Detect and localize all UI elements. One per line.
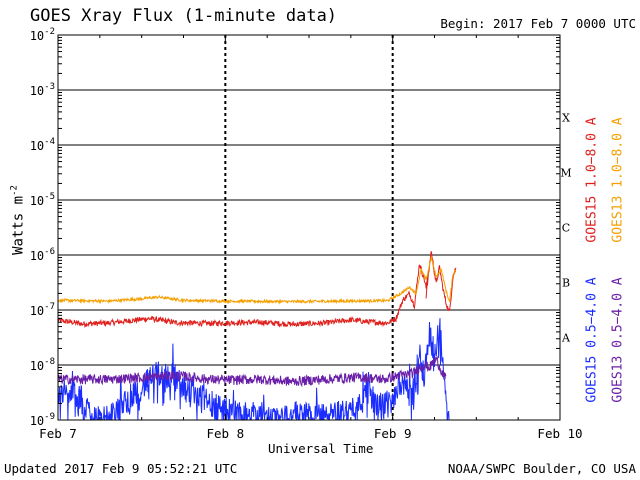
y-tick-label: 10-8 — [30, 357, 55, 373]
y-tick-label: 10-7 — [30, 302, 55, 318]
y-tick-label: 10-2 — [30, 27, 55, 43]
y-tick-label: 10-6 — [30, 247, 55, 263]
series-line-0 — [57, 251, 457, 329]
y-tick-label: 10-4 — [30, 137, 55, 153]
x-tick-label: Feb 9 — [374, 426, 412, 441]
chart-title: GOES Xray Flux (1-minute data) — [30, 6, 338, 26]
credit-label: NOAA/SWPC Boulder, CO USA — [447, 461, 636, 476]
legend-goes15-long: GOES15 1.0−8.0 A — [584, 117, 600, 243]
y-tick-label: 10-3 — [30, 82, 55, 98]
x-tick-label: Feb 10 — [537, 426, 582, 441]
flare-class-label: M — [560, 167, 571, 180]
y-axis-label-text: Watts m — [10, 195, 27, 255]
y-axis-label: Watts m-2 — [10, 185, 27, 255]
series-line-2 — [57, 318, 450, 421]
flare-class-label: X — [562, 112, 570, 125]
x-tick-label: Feb 8 — [207, 426, 245, 441]
legend-goes13-short: GOES13 0.5−4.0 A — [610, 277, 626, 403]
legend-goes15-short: GOES15 0.5−4.0 A — [584, 277, 600, 403]
x-tick-label: Feb 7 — [39, 426, 77, 441]
series-line-1 — [57, 256, 457, 305]
plot-area — [58, 35, 560, 420]
flare-class-label: C — [562, 222, 570, 235]
flare-class-label: A — [561, 332, 571, 345]
flare-class-label: B — [562, 277, 570, 290]
x-axis-label: Universal Time — [268, 441, 374, 456]
y-tick-label: 10-9 — [30, 412, 55, 428]
begin-time-label: Begin: 2017 Feb 7 0000 UTC — [440, 16, 636, 31]
updated-timestamp: Updated 2017 Feb 9 05:52:21 UTC — [4, 461, 238, 476]
series-line-3 — [57, 355, 447, 388]
y-axis-label-sup: -2 — [9, 185, 20, 196]
legend-goes13-long: GOES13 1.0−8.0 A — [610, 117, 626, 243]
y-tick-label: 10-5 — [30, 192, 55, 208]
